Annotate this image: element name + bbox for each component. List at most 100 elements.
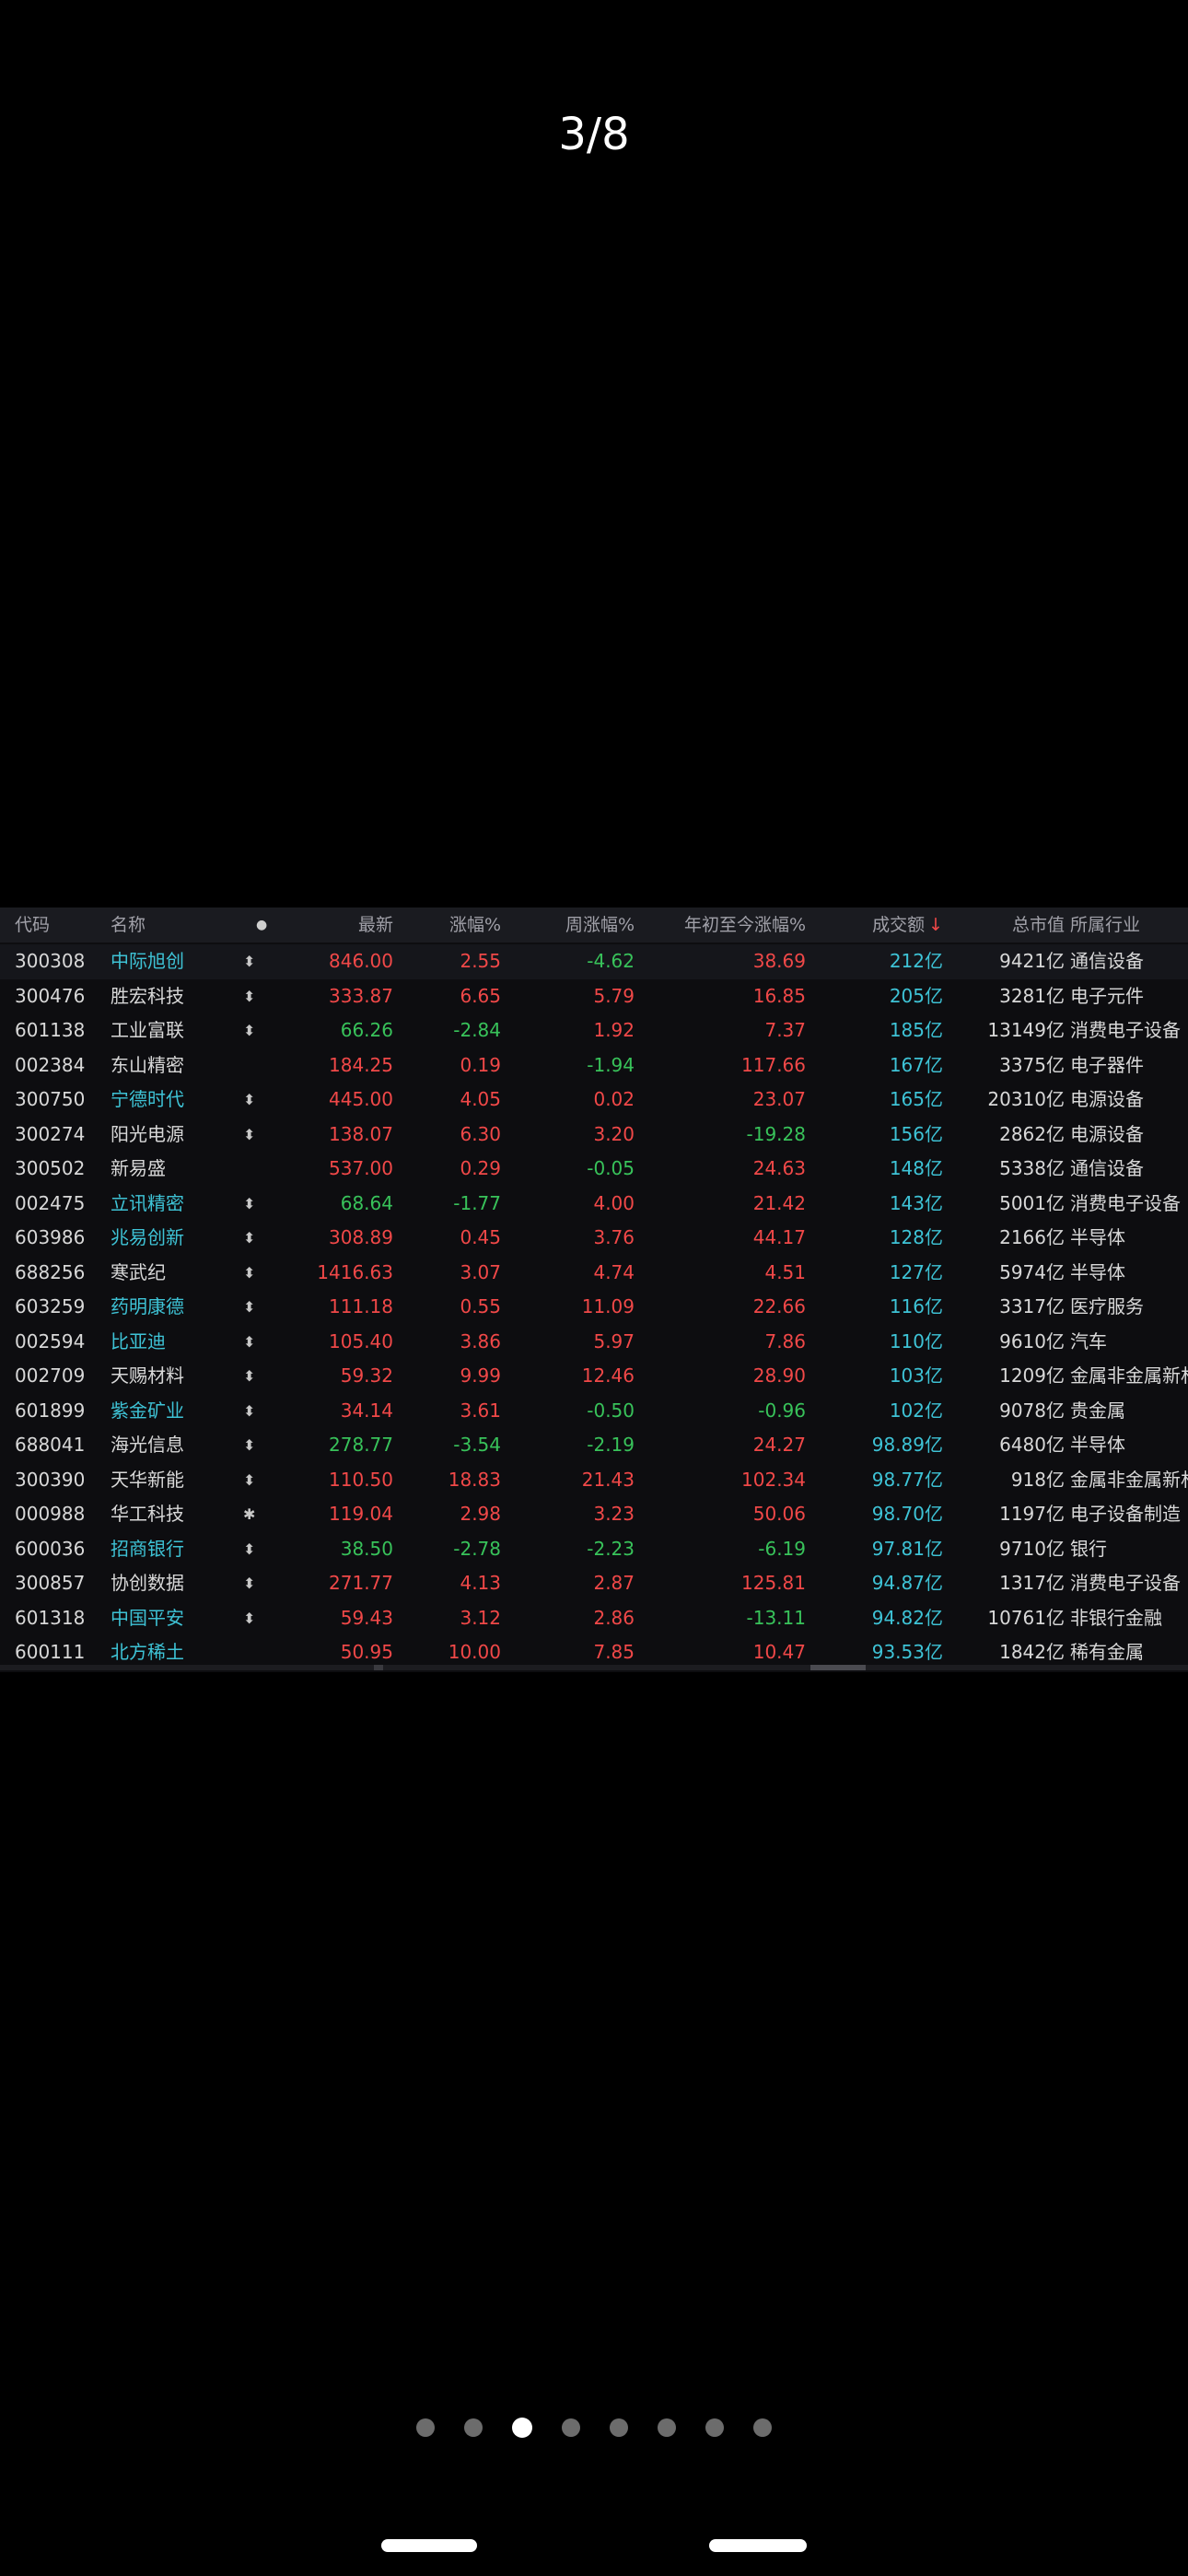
table-row[interactable]: 300857 协创数据 ⬍ 271.77 4.13 2.87 125.81 94.87亿 131… [0,1566,1188,1601]
header-name[interactable]: 名称 [111,915,146,935]
table-row[interactable]: 300750 宁德时代 ⬍ 445.00 4.05 0.02 23.07 165亿 20310亿… [0,1083,1188,1118]
turnover: 98.70亿 [871,1503,943,1525]
stock-name: 新易盛 [111,1157,166,1179]
industry: 电子元件 [1070,984,1144,1007]
table-row[interactable]: 002594 比亚迪 ⬍ 105.40 3.86 5.97 7.86 110亿 9610亿 汽车 [0,1325,1188,1360]
last-price: 119.04 [329,1503,393,1525]
stock-code: 603259 [15,1295,86,1317]
page-dot[interactable] [753,2418,772,2437]
page-dot[interactable] [658,2418,676,2437]
header-week-chg[interactable]: 周涨幅% [565,915,635,935]
stock-name: 海光信息 [111,1434,184,1456]
market-cap: 20310亿 [987,1088,1065,1110]
scrollbar-thumb[interactable] [810,1665,866,1670]
stock-code: 000988 [15,1503,86,1525]
table-row[interactable]: 600111 北方稀土 50.95 10.00 7.85 10.47 93.53亿 1842亿… [0,1635,1188,1670]
change-pct: 9.99 [460,1364,501,1387]
horizontal-scrollbar[interactable] [0,1665,1188,1670]
market-cap: 6480亿 [999,1434,1065,1456]
page-dot[interactable] [562,2418,580,2437]
last-price: 1416.63 [317,1260,393,1283]
last-price: 34.14 [340,1399,393,1422]
table-row[interactable]: 603986 兆易创新 ⬍ 308.89 0.45 3.76 44.17 128亿 2166亿半… [0,1221,1188,1256]
turnover: 116亿 [889,1295,943,1317]
page-dot[interactable] [610,2418,628,2437]
industry: 汽车 [1070,1329,1107,1352]
industry: 医疗服务 [1070,1295,1144,1317]
table-row[interactable]: 601138 工业富联 ⬍ 66.26 -2.84 1.92 7.37 185亿 13149亿消… [0,1013,1188,1048]
stock-name: 天华新能 [111,1468,184,1491]
stock-code: 600111 [15,1641,86,1663]
turnover: 128亿 [889,1226,943,1248]
header-market-cap[interactable]: 总市值 [1011,915,1065,935]
page-dot[interactable] [705,2418,724,2437]
turnover: 98.89亿 [871,1434,943,1456]
week-change-pct: -1.94 [587,1053,635,1076]
header-volume-label: 成交额 [872,915,926,935]
header-code[interactable]: 代码 [15,915,51,935]
market-cap: 2166亿 [999,1226,1065,1248]
stock-name: 比亚迪 [111,1329,166,1352]
table-row[interactable]: 300274 阳光电源 ⬍ 138.07 6.30 3.20 -19.28 156亿 2862亿… [0,1118,1188,1153]
page-dot[interactable] [416,2418,435,2437]
table-row[interactable]: 300390 天华新能 ⬍ 110.50 18.83 21.43 102.34 98.77亿 9… [0,1463,1188,1498]
week-change-pct: 12.46 [581,1364,635,1387]
market-cap: 3281亿 [999,984,1065,1007]
stock-name: 兆易创新 [111,1226,184,1248]
table-row[interactable]: 688041 海光信息 ⬍ 278.77 -3.54 -2.19 24.27 98.89亿 64… [0,1428,1188,1463]
table-row[interactable]: 002475 立讯精密 ⬍ 68.64 -1.77 4.00 21.42 143亿 5001亿消… [0,1187,1188,1222]
table-row[interactable]: 688256 寒武纪 ⬍ 1416.63 3.07 4.74 4.51 127亿 5974亿 半导… [0,1256,1188,1291]
header-ytd-chg[interactable]: 年初至今涨幅% [683,915,806,935]
turnover: 94.87亿 [871,1572,943,1594]
stock-code: 300308 [15,950,86,972]
header-chg[interactable]: 涨幅% [448,915,501,935]
stock-name: 立讯精密 [111,1191,184,1214]
header-dot-icon[interactable]: ● [256,918,268,932]
header-volume[interactable]: 成交额 ↓ [872,907,943,943]
table-row[interactable]: 601318 中国平安 ⬍ 59.43 3.12 2.86 -13.11 94.82亿 1076… [0,1601,1188,1636]
ytd-change-pct: 117.66 [741,1053,806,1076]
turnover: 98.77亿 [871,1468,943,1491]
last-price: 184.25 [329,1053,393,1076]
market-cap: 10761亿 [987,1606,1065,1629]
table-row[interactable]: 600036 招商银行 ⬍ 38.50 -2.78 -2.23 -6.19 97.81亿 971… [0,1532,1188,1567]
industry: 电源设备 [1070,1088,1144,1110]
turnover: 127亿 [889,1260,943,1283]
page-dot[interactable] [464,2418,483,2437]
stock-code: 300750 [15,1088,86,1110]
table-row[interactable]: 601899 紫金矿业 ⬍ 34.14 3.61 -0.50 -0.96 102亿 9078亿贵… [0,1394,1188,1429]
flag-icon: ⬍ [243,1436,256,1454]
change-pct: 4.05 [460,1088,501,1110]
stock-code: 300502 [15,1157,86,1179]
last-price: 846.00 [329,950,393,972]
table-row[interactable]: 300308 中际旭创 ⬍ 846.00 2.55 -4.62 38.69 212亿 9421亿… [0,944,1188,979]
market-cap: 3375亿 [999,1053,1065,1076]
table-row[interactable]: 002384 东山精密 184.25 0.19 -1.94 117.66 167亿 3375亿… [0,1048,1188,1083]
stock-code: 300274 [15,1122,86,1145]
industry: 消费电子设备 [1070,1572,1181,1594]
industry: 半导体 [1070,1226,1125,1248]
table-row[interactable]: 603259 药明康德 ⬍ 111.18 0.55 11.09 22.66 116亿 3317亿… [0,1290,1188,1325]
week-change-pct: 4.00 [593,1191,635,1214]
week-change-pct: 5.97 [593,1329,635,1352]
header-last[interactable]: 最新 [357,915,393,935]
table-row[interactable]: 000988 华工科技 ✱ 119.04 2.98 3.23 50.06 98.70亿 1197… [0,1497,1188,1532]
home-indicator-right [709,2539,807,2552]
page-dot[interactable] [512,2418,532,2438]
flag-icon: ⬍ [243,1298,256,1316]
market-cap: 3317亿 [999,1295,1065,1317]
last-price: 66.26 [340,1019,393,1041]
industry: 半导体 [1070,1260,1125,1283]
last-price: 333.87 [329,984,393,1007]
last-price: 59.43 [340,1606,393,1629]
table-row[interactable]: 300502 新易盛 537.00 0.29 -0.05 24.63 148亿 5338亿 通信… [0,1152,1188,1187]
market-cap: 5001亿 [999,1191,1065,1214]
header-industry[interactable]: 所属行业 [1070,915,1141,935]
table-row[interactable]: 002709 天赐材料 ⬍ 59.32 9.99 12.46 28.90 103亿 1209亿金… [0,1359,1188,1394]
ytd-change-pct: 22.66 [752,1295,806,1317]
week-change-pct: -0.50 [587,1399,635,1422]
week-change-pct: 3.20 [593,1122,635,1145]
change-pct: 18.83 [448,1468,501,1491]
turnover: 185亿 [889,1019,943,1041]
table-row[interactable]: 300476 胜宏科技 ⬍ 333.87 6.65 5.79 16.85 205亿 3281亿电… [0,979,1188,1014]
